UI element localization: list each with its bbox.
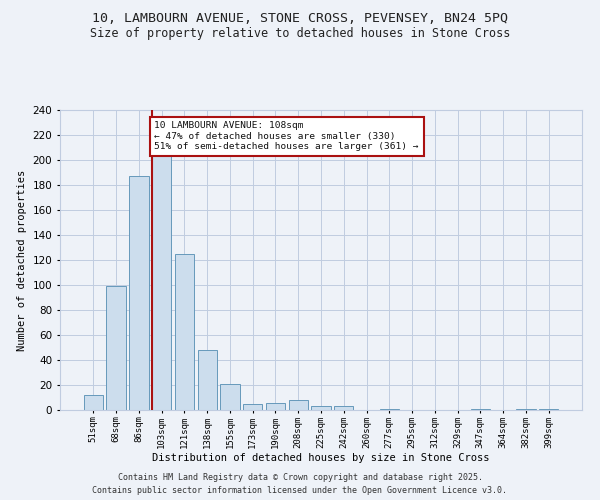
Y-axis label: Number of detached properties: Number of detached properties — [17, 170, 27, 350]
X-axis label: Distribution of detached houses by size in Stone Cross: Distribution of detached houses by size … — [152, 454, 490, 464]
Text: 10 LAMBOURN AVENUE: 108sqm
← 47% of detached houses are smaller (330)
51% of sem: 10 LAMBOURN AVENUE: 108sqm ← 47% of deta… — [154, 121, 419, 151]
Bar — [266, 402, 285, 410]
Text: 10, LAMBOURN AVENUE, STONE CROSS, PEVENSEY, BN24 5PQ: 10, LAMBOURN AVENUE, STONE CROSS, PEVENS… — [92, 12, 508, 26]
Bar — [243, 404, 262, 410]
Bar — [129, 176, 149, 410]
Bar — [220, 384, 239, 410]
Bar — [106, 286, 126, 410]
Bar — [516, 409, 536, 410]
Bar — [197, 350, 217, 410]
Text: Size of property relative to detached houses in Stone Cross: Size of property relative to detached ho… — [90, 28, 510, 40]
Bar — [334, 406, 353, 410]
Bar — [311, 406, 331, 410]
Bar — [175, 254, 194, 410]
Text: Contains HM Land Registry data © Crown copyright and database right 2025.: Contains HM Land Registry data © Crown c… — [118, 474, 482, 482]
Bar — [470, 409, 490, 410]
Bar — [289, 400, 308, 410]
Bar — [380, 409, 399, 410]
Bar — [152, 155, 172, 410]
Bar — [539, 409, 558, 410]
Text: Contains public sector information licensed under the Open Government Licence v3: Contains public sector information licen… — [92, 486, 508, 495]
Bar — [84, 395, 103, 410]
